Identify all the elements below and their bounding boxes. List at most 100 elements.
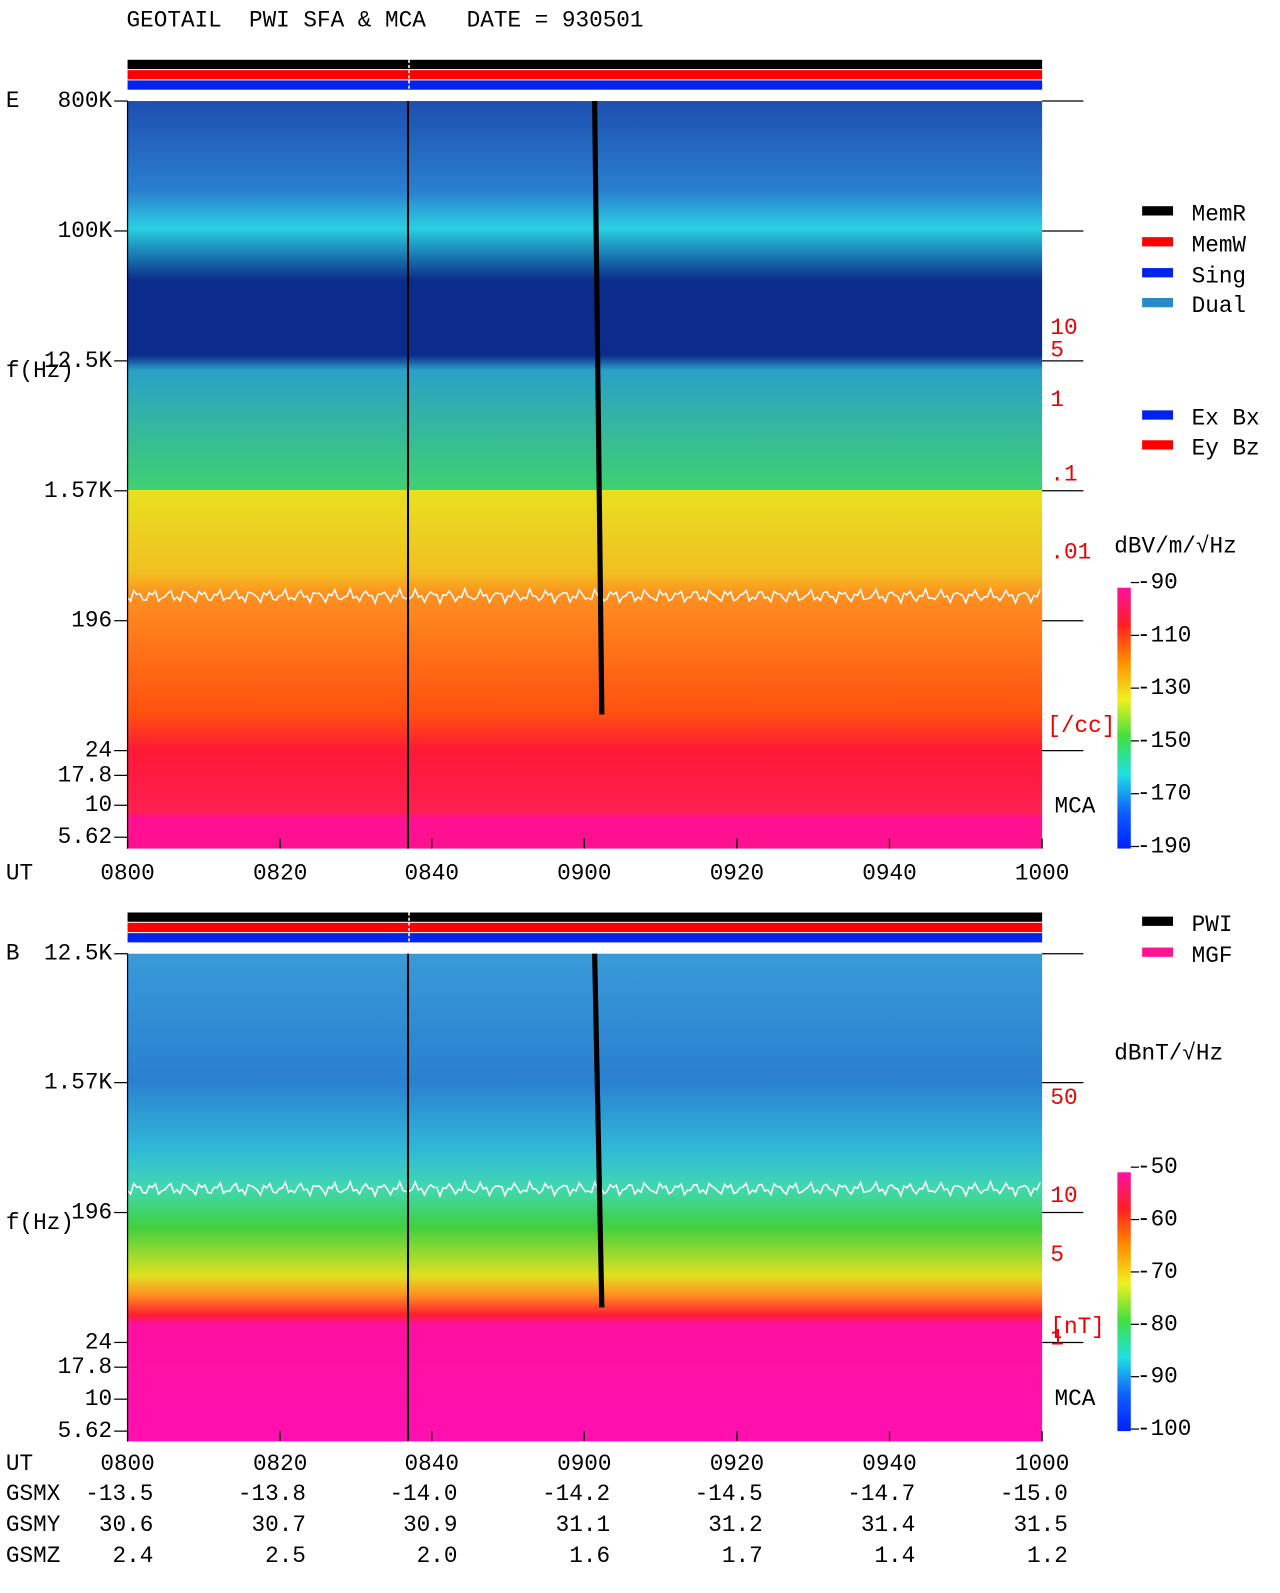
x-tick-label: 0920: [710, 860, 764, 886]
legend-swatch: [1142, 440, 1174, 450]
colorbar-tick-label: -130: [1137, 675, 1191, 701]
legend-swatch: [1142, 916, 1174, 926]
density-label: 1: [1050, 1325, 1064, 1351]
orbit-value: -15.0: [1000, 1481, 1068, 1507]
x-axis-label: UT: [6, 1451, 33, 1477]
colorbar-tick-label: -50: [1137, 1154, 1178, 1180]
y-tick-label: 196: [71, 1200, 112, 1226]
colorbar-tick-label: -100: [1137, 1416, 1191, 1442]
x-tick-label: 0800: [100, 860, 154, 886]
colorbar: [1117, 587, 1131, 849]
x-axis-label: UT: [6, 860, 33, 886]
y-tick-label: 24: [85, 738, 112, 764]
x-tick-label: 0900: [557, 860, 611, 886]
density-label: 10: [1050, 315, 1077, 341]
panel-label: B: [6, 941, 20, 967]
y-tick-label: 17.8: [58, 762, 112, 788]
orbit-value: 1.2: [1027, 1543, 1068, 1569]
orbit-value: 31.2: [708, 1512, 762, 1538]
colorbar-tick-label: -90: [1137, 570, 1178, 596]
y-tick-label: 10: [85, 1386, 112, 1412]
x-tick-label: 0840: [405, 1451, 459, 1477]
orbit-value: 1.7: [722, 1543, 763, 1569]
density-label: 5: [1050, 1242, 1064, 1268]
y-tick-label: 800K: [58, 88, 113, 114]
orbit-value: 31.4: [861, 1512, 915, 1538]
legend-swatch: [1142, 237, 1174, 247]
x-tick-label: 0840: [405, 860, 459, 886]
y-tick-label: 1.57K: [44, 478, 112, 504]
y-axis-label: f(Hz): [6, 358, 74, 384]
density-label: .1: [1050, 461, 1077, 487]
y-tick-label: 12.5K: [44, 941, 112, 967]
y-tick-label: 24: [85, 1329, 112, 1355]
y-tick-label: 17.8: [58, 1354, 112, 1380]
x-tick-label: 0940: [862, 860, 916, 886]
colorbar-tick-label: -190: [1137, 833, 1191, 859]
plasma-frequency-line: [126, 1179, 1041, 1199]
orbit-value: 2.0: [417, 1543, 458, 1569]
legend-label: Ex Bx: [1192, 406, 1260, 432]
colorbar-tick-label: -70: [1137, 1259, 1178, 1285]
interference-line: [592, 101, 605, 715]
plasma-frequency-line: [126, 586, 1041, 606]
orbit-value: 1.4: [874, 1543, 915, 1569]
x-tick-label: 0920: [710, 1451, 764, 1477]
legend-swatch: [1142, 947, 1174, 957]
orbit-value: 30.6: [99, 1512, 153, 1538]
orbit-value: 2.5: [265, 1543, 306, 1569]
density-label: [nT]: [1050, 1314, 1104, 1340]
colorbar-tick-label: -170: [1137, 781, 1191, 807]
colorbar-tick-label: -80: [1137, 1311, 1178, 1337]
density-label: 5: [1050, 338, 1064, 364]
x-tick-label: 0900: [557, 1451, 611, 1477]
y-tick-label: 5.62: [58, 824, 112, 850]
legend-label: MemR: [1192, 201, 1247, 227]
y-tick-label: 100K: [58, 218, 113, 244]
density-label: 10: [1050, 1183, 1077, 1209]
orbit-label: GSMZ: [6, 1543, 60, 1569]
orbit-value: -13.5: [85, 1481, 153, 1507]
x-tick-label: 0940: [862, 1451, 916, 1477]
interference-line: [592, 953, 605, 1308]
legend-swatch: [1142, 297, 1174, 308]
status-bar: [127, 933, 1043, 943]
orbit-value: 31.5: [1013, 1512, 1067, 1538]
y-tick-label: 5.62: [58, 1418, 112, 1444]
orbit-value: 30.9: [403, 1512, 457, 1538]
orbit-value: -14.2: [542, 1481, 610, 1507]
colorbar: [1117, 1172, 1131, 1432]
status-bar: [127, 70, 1043, 80]
x-tick-label: 0820: [253, 1451, 307, 1477]
density-label: .01: [1050, 540, 1091, 566]
legend-label: PWI: [1192, 912, 1233, 938]
orbit-label: GSMY: [6, 1512, 61, 1538]
y-tick-label: 1.57K: [44, 1070, 112, 1096]
colorbar-title: dBnT/√Hz: [1114, 1041, 1223, 1067]
orbit-value: 2.4: [113, 1543, 154, 1569]
orbit-value: -14.7: [847, 1481, 915, 1507]
colorbar-tick-label: -110: [1137, 622, 1191, 648]
colorbar-tick-label: -90: [1137, 1364, 1178, 1390]
legend-swatch: [1142, 206, 1174, 216]
colorbar-title: dBV/m/√Hz: [1114, 533, 1236, 559]
legend-label: Ey Bz: [1192, 435, 1260, 461]
legend-swatch: [1142, 268, 1174, 278]
density-label: 50: [1050, 1085, 1077, 1111]
density-label: 1: [1050, 387, 1064, 413]
spectrogram: [127, 953, 1043, 1442]
colorbar-tick-label: -60: [1137, 1207, 1178, 1233]
mca-label: MCA: [1054, 793, 1095, 819]
title: GEOTAIL PWI SFA & MCA DATE = 930501: [127, 8, 644, 34]
density-label: [/cc]: [1047, 713, 1115, 739]
status-bar: [127, 922, 1043, 933]
status-bar: [127, 59, 1043, 70]
status-bar: [127, 912, 1043, 922]
panel-label: E: [6, 88, 20, 114]
mca-label: MCA: [1054, 1386, 1095, 1412]
legend-label: Sing: [1192, 263, 1246, 289]
y-axis-label: f(Hz): [6, 1210, 74, 1236]
orbit-value: -13.8: [238, 1481, 306, 1507]
legend-label: Dual: [1192, 293, 1246, 319]
